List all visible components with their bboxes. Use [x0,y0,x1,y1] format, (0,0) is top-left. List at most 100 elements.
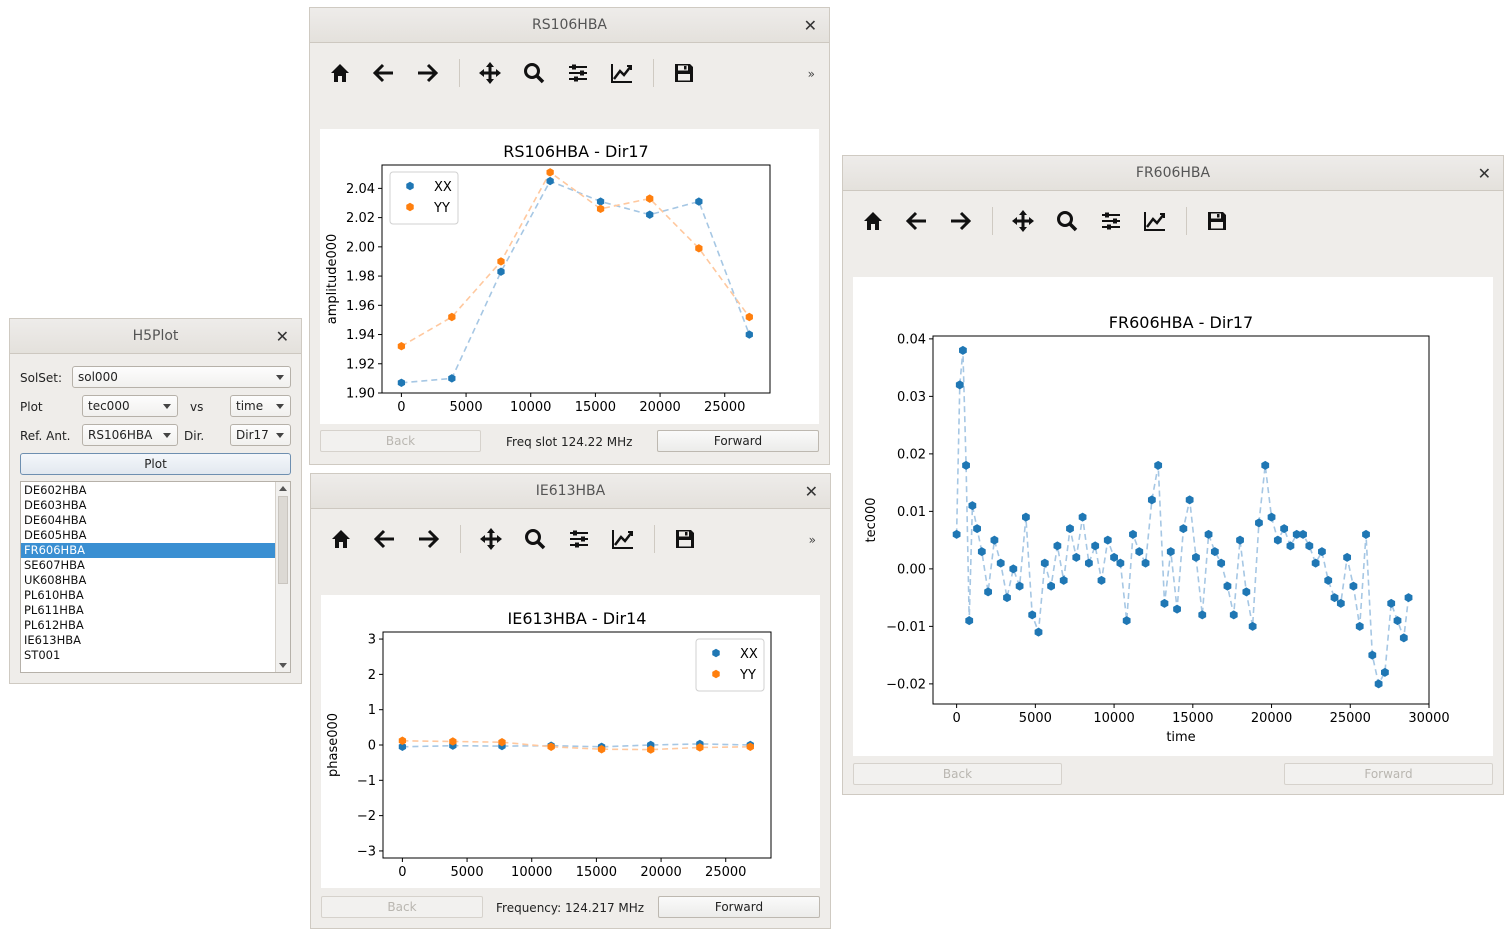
data-point [596,197,605,206]
forward-arrow-icon[interactable] [946,207,974,235]
data-point [1349,581,1358,591]
data-point [996,558,1005,568]
data-point [745,330,753,339]
x-tick-label: 30000 [1408,711,1449,726]
forward-button[interactable]: Forward [658,896,820,918]
scroll-up-icon[interactable] [279,486,287,491]
list-item[interactable]: UK608HBA [24,573,87,587]
edit-axis-icon[interactable] [609,525,637,553]
y-tick-label: 1 [368,703,376,718]
pan-icon[interactable] [1009,207,1037,235]
subplots-icon[interactable] [565,525,593,553]
pan-icon[interactable] [477,525,505,553]
list-item[interactable]: DE605HBA [24,528,87,542]
data-point [448,374,456,383]
edit-axis-icon[interactable] [608,59,636,87]
station-list[interactable]: DE602HBA DE603HBA DE604HBA DE605HBA FR606HBA… [20,481,291,673]
data-point [1198,610,1207,620]
x-tick-label: 20000 [639,400,680,415]
x-tick-label: 10000 [1093,711,1134,726]
station-list-scrollbar[interactable] [275,482,290,672]
zoom-icon[interactable] [1053,207,1081,235]
ie613-canvas: IE613HBA - Dir14 0 5000 10000 15000 20000 2500… [321,595,820,888]
save-icon[interactable] [671,525,699,553]
data-point [1122,616,1131,626]
home-icon[interactable] [327,525,355,553]
axis-select[interactable]: time [230,395,291,417]
plot-button[interactable]: Plot [20,453,291,475]
close-icon[interactable]: ✕ [1477,164,1491,183]
close-icon[interactable]: ✕ [275,327,289,346]
scrollbar-thumb[interactable] [278,496,288,584]
subplots-icon[interactable] [564,59,592,87]
data-point [968,501,977,511]
list-item[interactable]: PL610HBA [24,588,84,602]
list-item[interactable]: IE613HBA [24,633,82,647]
close-icon[interactable]: ✕ [803,16,817,35]
data-point [1255,518,1263,528]
back-button[interactable]: Back [321,896,483,918]
data-point [1173,604,1181,614]
data-point [696,743,704,752]
back-arrow-icon[interactable] [370,59,398,87]
data-point [546,168,554,177]
x-tick-label: 15000 [1172,711,1213,726]
list-item[interactable]: DE603HBA [24,498,87,512]
list-item[interactable]: SE607HBA [24,558,85,572]
solset-value: sol000 [78,370,118,384]
save-icon[interactable] [1203,207,1231,235]
plot-area [398,736,754,754]
data-point [1059,575,1068,585]
solset-select[interactable]: sol000 [72,366,291,388]
home-icon[interactable] [326,59,354,87]
data-point [646,194,654,203]
save-icon[interactable] [670,59,698,87]
plot-select[interactable]: tec000 [82,395,178,417]
series-line [955,350,1410,687]
x-tick-label: 0 [952,711,960,726]
home-icon[interactable] [859,207,887,235]
data-point [1097,575,1106,585]
edit-axis-icon[interactable] [1141,207,1169,235]
list-item[interactable]: DE602HBA [24,483,87,497]
forward-arrow-icon[interactable] [413,59,441,87]
pan-icon[interactable] [476,59,504,87]
zoom-icon[interactable] [520,59,548,87]
forward-button[interactable]: Forward [1284,763,1493,785]
dir-select[interactable]: Dir17 [230,424,291,446]
back-arrow-icon[interactable] [371,525,399,553]
list-item[interactable]: PL611HBA [24,603,84,617]
refant-select[interactable]: RS106HBA [82,424,178,446]
more-icon[interactable]: » [807,67,815,81]
zoom-icon[interactable] [521,525,549,553]
close-icon[interactable]: ✕ [804,482,818,501]
scroll-down-icon[interactable] [279,663,287,668]
back-button[interactable]: Back [853,763,1062,785]
forward-arrow-icon[interactable] [414,525,442,553]
back-arrow-icon[interactable] [903,207,931,235]
y-tick-label: −0.01 [886,620,926,635]
forward-button[interactable]: Forward [657,430,819,452]
data-point [1273,535,1282,545]
list-item[interactable]: PL612HBA [24,618,84,632]
series-line [401,180,751,384]
data-point [1362,529,1370,539]
chart-title: IE613HBA - Dir14 [508,609,647,628]
vs-label: vs [190,400,204,414]
fr606-toolbar [843,207,1503,247]
legend-label: YY [739,668,756,683]
x-tick-label: 25000 [705,865,746,880]
legend: XX YY [389,171,459,225]
more-icon[interactable]: » [808,533,816,547]
list-item[interactable]: DE604HBA [24,513,87,527]
back-button[interactable]: Back [320,430,481,452]
subplots-icon[interactable] [1097,207,1125,235]
list-item[interactable]: FR606HBA [21,543,276,558]
list-item[interactable]: ST001 [24,648,61,662]
y-tick-label: 0.03 [897,390,926,405]
chart-title: RS106HBA - Dir17 [503,142,648,161]
data-point [498,737,506,747]
data-point [1324,575,1333,585]
data-point [1091,541,1100,551]
data-point [1305,541,1314,551]
